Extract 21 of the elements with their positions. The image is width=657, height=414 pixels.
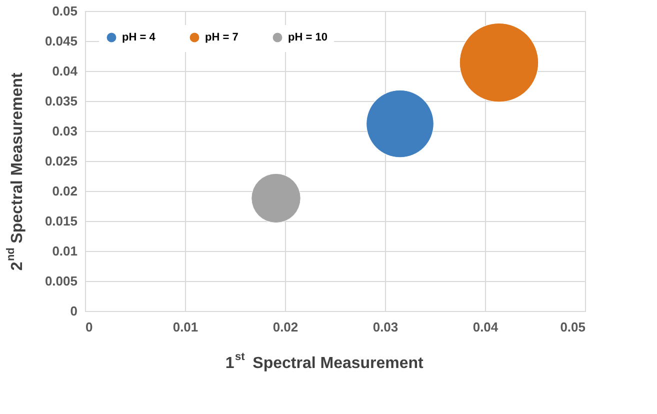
legend-label: pH = 4: [122, 32, 156, 44]
x-tick-label: 0.05: [560, 320, 586, 334]
y-tick-label: 0.015: [44, 214, 78, 228]
x-tick-label: 0.01: [172, 320, 198, 334]
y-tick-label: 0.01: [52, 244, 78, 258]
x-tick-label: 0.03: [372, 320, 398, 334]
y-tick-label: 0.05: [52, 4, 78, 18]
legend-label: pH = 7: [205, 32, 238, 44]
x-tick-label: 0: [86, 320, 93, 334]
y-tick-label: 0.025: [44, 154, 78, 168]
y-tick-label: 0.045: [44, 34, 78, 48]
y-axis-title: 2nd Spectral Measurement: [5, 72, 26, 271]
y-tick-label: 0.04: [52, 64, 78, 78]
y-tick-label: 0.03: [52, 124, 78, 138]
legend-label: pH = 10: [288, 32, 328, 44]
y-tick-label: 0.005: [44, 274, 78, 288]
y-tick-label: 0.035: [44, 94, 78, 108]
y-tick-label: 0.02: [52, 184, 78, 198]
x-tick-label: 0.04: [472, 320, 499, 334]
x-tick-label: 0.02: [272, 320, 298, 334]
y-tick-label: 0: [70, 304, 78, 318]
